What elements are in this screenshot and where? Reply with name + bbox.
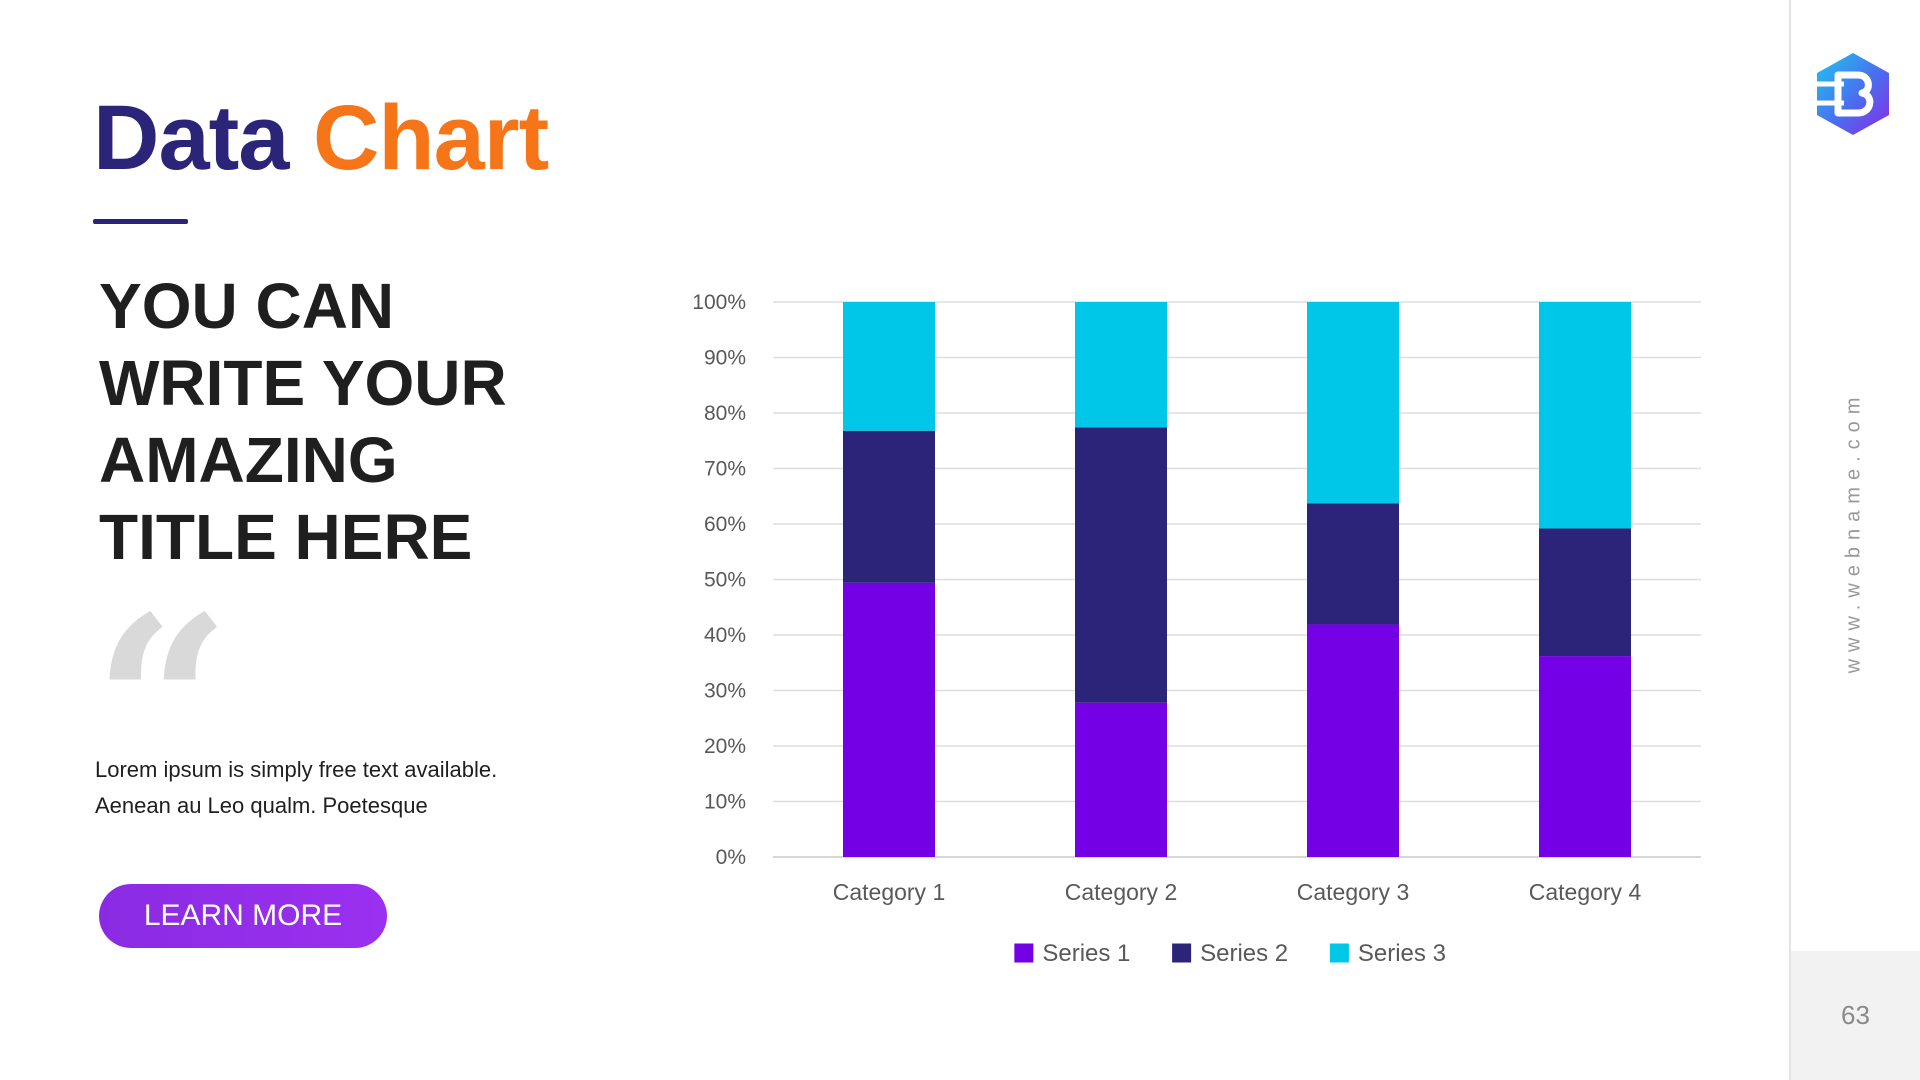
body-text: Lorem ipsum is simply free text availabl… <box>95 752 497 824</box>
quote-icon: “ <box>93 564 232 846</box>
bar-segment <box>843 302 935 431</box>
headline-line: WRITE YOUR <box>99 347 507 419</box>
bar-segment <box>1539 656 1631 857</box>
headline-line: TITLE HERE <box>99 501 473 573</box>
body-line: Lorem ipsum is simply free text availabl… <box>95 757 498 782</box>
website-url: www.webname.com <box>1842 390 1865 674</box>
bar-segment <box>1307 302 1399 504</box>
slide-title: Data Chart <box>93 87 549 189</box>
x-category-label: Category 3 <box>1297 879 1410 905</box>
legend-label: Series 2 <box>1200 940 1288 967</box>
learn-more-button[interactable]: LEARN MORE <box>99 884 387 948</box>
y-tick-label: 20% <box>704 735 746 758</box>
y-tick-label: 50% <box>704 569 746 592</box>
x-category-label: Category 2 <box>1065 879 1178 905</box>
legend-label: Series 1 <box>1042 940 1130 967</box>
x-category-label: Category 1 <box>833 879 946 905</box>
page-number-box: 63 <box>1791 951 1920 1080</box>
y-tick-label: 30% <box>704 680 746 703</box>
title-word-data: Data <box>93 87 289 189</box>
y-tick-label: 0% <box>716 846 746 869</box>
legend-swatch <box>1014 943 1034 963</box>
legend-swatch <box>1329 943 1349 963</box>
y-tick-label: 10% <box>704 791 746 814</box>
bar-segment <box>1075 427 1167 703</box>
legend-swatch <box>1172 943 1192 963</box>
headline-line: YOU CAN <box>99 270 395 342</box>
body-line: Aenean au Leo qualm. Poetesque <box>95 793 428 818</box>
bar-segment <box>1539 302 1631 529</box>
legend-label: Series 3 <box>1358 940 1446 967</box>
right-sidebar <box>1789 0 1920 1080</box>
y-tick-label: 80% <box>704 402 746 425</box>
y-tick-label: 90% <box>704 347 746 370</box>
bar-segment <box>1307 624 1399 857</box>
x-category-label: Category 4 <box>1529 879 1642 905</box>
bar-segment <box>1307 503 1399 625</box>
bar-segment <box>1539 528 1631 657</box>
bar-segment <box>843 430 935 583</box>
bar-segment <box>843 582 935 857</box>
title-word-chart: Chart <box>312 87 549 189</box>
title-underline <box>93 219 188 224</box>
headline-line: AMAZING <box>99 424 398 496</box>
y-tick-label: 60% <box>704 513 746 536</box>
bar-segment <box>1075 302 1167 428</box>
y-tick-label: 100% <box>692 291 746 314</box>
y-tick-label: 70% <box>704 458 746 481</box>
headline: YOU CAN WRITE YOUR AMAZING TITLE HERE <box>99 268 507 576</box>
y-tick-label: 40% <box>704 624 746 647</box>
brand-logo-icon <box>1816 53 1889 135</box>
bar-segment <box>1075 702 1167 857</box>
page-number: 63 <box>1841 1000 1870 1030</box>
